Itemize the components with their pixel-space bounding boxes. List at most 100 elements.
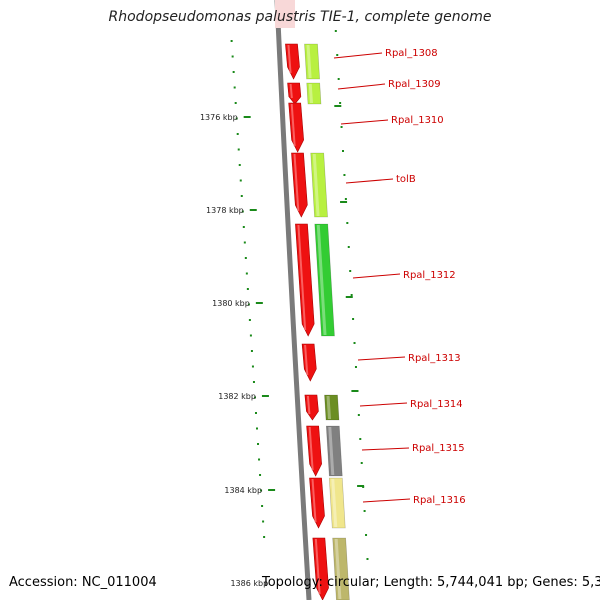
cog-box-highlight — [306, 45, 312, 78]
gene-arrow-highlight — [297, 225, 307, 330]
gene-arrow — [291, 152, 308, 218]
scale-minor-tick — [260, 489, 263, 492]
gene-arrow — [301, 343, 317, 382]
scale-minor-tick — [230, 40, 233, 42]
map-title: Rhodopseudomonas palustris TIE-1, comple… — [108, 9, 492, 25]
gene-leader-line — [337, 83, 386, 90]
scale-minor-tick — [243, 241, 246, 244]
scale-minor-tick — [250, 350, 253, 352]
inner-minor-tick — [363, 510, 366, 512]
gene-arrow-highlight — [308, 427, 314, 470]
scale-label: 1384 kbp — [224, 486, 262, 495]
inner-minor-tick — [337, 78, 340, 80]
scale-minor-tick — [263, 536, 266, 538]
scale-minor-tick — [256, 427, 259, 430]
gene-label: Rpal_1308 — [385, 48, 438, 59]
gene-feature — [304, 394, 340, 421]
scale-minor-tick — [251, 365, 254, 368]
inner-minor-tick — [343, 174, 346, 176]
inner-minor-tick — [339, 102, 342, 104]
gene-label: Rpal_1310 — [391, 115, 444, 126]
cog-category-box — [314, 223, 335, 337]
inner-minor-tick — [365, 534, 368, 536]
scale-minor-tick — [262, 520, 265, 523]
scale-minor-tick — [237, 148, 240, 151]
cog-box-highlight — [308, 84, 313, 103]
cog-category-box — [332, 537, 350, 600]
gene-label: Rpal_1315 — [412, 443, 465, 454]
inner-minor-tick — [349, 270, 352, 272]
cog-box-highlight — [316, 225, 327, 335]
scale-major-tick — [255, 302, 263, 304]
inner-major-tick — [334, 105, 342, 107]
inner-minor-tick — [340, 126, 343, 128]
scale-track: 1376 kbp 1378 kbp 1380 kbp 1382 kbp 1384 kbp… — [200, 30, 369, 588]
inner-minor-tick — [352, 318, 355, 320]
scale-minor-tick — [239, 179, 242, 182]
scale-minor-tick — [232, 71, 235, 73]
scale-minor-tick — [246, 288, 249, 290]
gene-leader-line — [359, 402, 408, 407]
gene-label: Rpal_1309 — [388, 79, 441, 90]
gene-track — [285, 43, 350, 600]
cog-box-highlight — [334, 539, 342, 599]
scale-minor-tick — [234, 102, 237, 104]
genome-backbone — [272, 0, 314, 600]
backbone-line — [274, 0, 312, 600]
gene-leader-line — [357, 356, 406, 361]
scale-minor-tick — [252, 381, 255, 383]
inner-minor-tick — [357, 414, 360, 416]
inner-minor-tick — [344, 198, 347, 200]
scale-minor-tick — [233, 86, 236, 89]
cog-category-box — [325, 425, 343, 477]
inner-major-tick — [357, 485, 365, 487]
gene-arrow-highlight — [306, 396, 311, 414]
gene-arrow — [304, 394, 319, 421]
accession-text: Accession: NC_011004 — [9, 575, 157, 590]
gene-arrow — [309, 477, 325, 529]
gene-feature — [309, 477, 346, 529]
cog-category-box — [306, 82, 322, 105]
scale-minor-tick — [248, 319, 251, 321]
cog-box-highlight — [331, 479, 338, 527]
cog-category-box — [328, 477, 346, 529]
scale-minor-tick — [245, 272, 248, 275]
cog-box-highlight — [326, 396, 332, 419]
gene-feature — [287, 82, 322, 105]
cog-category-box — [304, 43, 320, 80]
inner-minor-tick — [359, 438, 362, 440]
genome-summary-text: Topology: circular; Length: 5,744,041 bp… — [262, 575, 600, 590]
inner-minor-tick — [346, 222, 349, 224]
scale-minor-tick — [257, 443, 260, 445]
scale-minor-tick — [249, 334, 252, 337]
gene-arrow-highlight — [289, 84, 293, 98]
scale-major-tick — [249, 209, 257, 211]
scale-major-tick — [243, 116, 251, 118]
inner-minor-tick — [354, 366, 357, 368]
scale-minor-tick — [254, 412, 257, 414]
gene-label: Rpal_1313 — [408, 353, 461, 364]
scale-minor-tick — [247, 303, 250, 306]
scale-major-tick — [261, 395, 269, 397]
gene-feature — [285, 43, 320, 80]
gene-arrow-highlight — [287, 45, 292, 73]
scale-minor-tick — [235, 117, 238, 120]
scale-minor-tick — [231, 55, 234, 58]
cog-category-box — [310, 152, 328, 218]
inner-minor-tick — [334, 30, 337, 32]
gene-leader-line — [362, 498, 411, 503]
scale-minor-tick — [236, 133, 239, 135]
gene-leader-line — [361, 447, 410, 451]
scale-label: 1378 kbp — [206, 206, 244, 215]
gene-arrow-highlight — [290, 104, 296, 146]
gene-feature — [291, 152, 328, 218]
gene-arrow — [287, 82, 302, 105]
inner-minor-tick — [350, 294, 353, 296]
gene-leader-line — [340, 119, 389, 125]
gene-arrow — [312, 537, 329, 600]
cog-box-highlight — [312, 154, 320, 216]
gene-arrow — [306, 425, 322, 477]
gene-arrow-highlight — [314, 539, 321, 594]
inner-major-tick — [340, 201, 348, 203]
